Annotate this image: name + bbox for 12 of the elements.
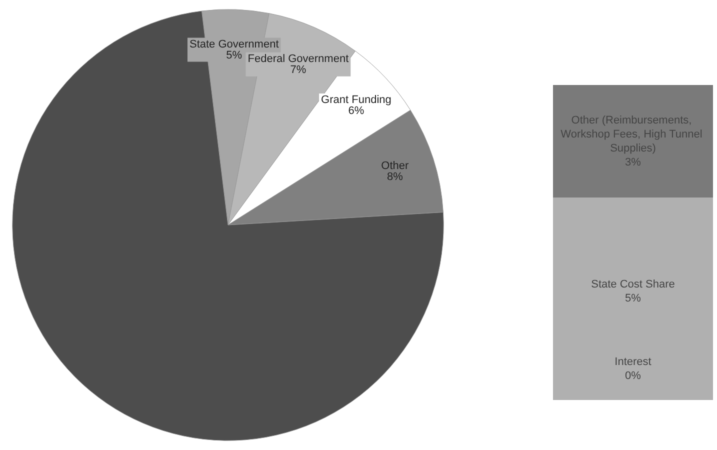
data-label: 6% <box>348 104 364 117</box>
data-label: 5% <box>226 49 242 62</box>
data-label: 7% <box>290 64 306 76</box>
data-label: 0% <box>625 370 642 382</box>
series-label: State Cost Share <box>591 278 675 290</box>
slice-label: Grant Funding <box>321 94 392 106</box>
slice-label: Other <box>381 160 409 172</box>
data-label: 5% <box>625 292 642 304</box>
slice-label: State Government <box>189 38 279 50</box>
data-label: 8% <box>386 170 404 183</box>
series-label: Interest <box>614 356 652 368</box>
slice-label: Federal Government <box>248 52 349 65</box>
